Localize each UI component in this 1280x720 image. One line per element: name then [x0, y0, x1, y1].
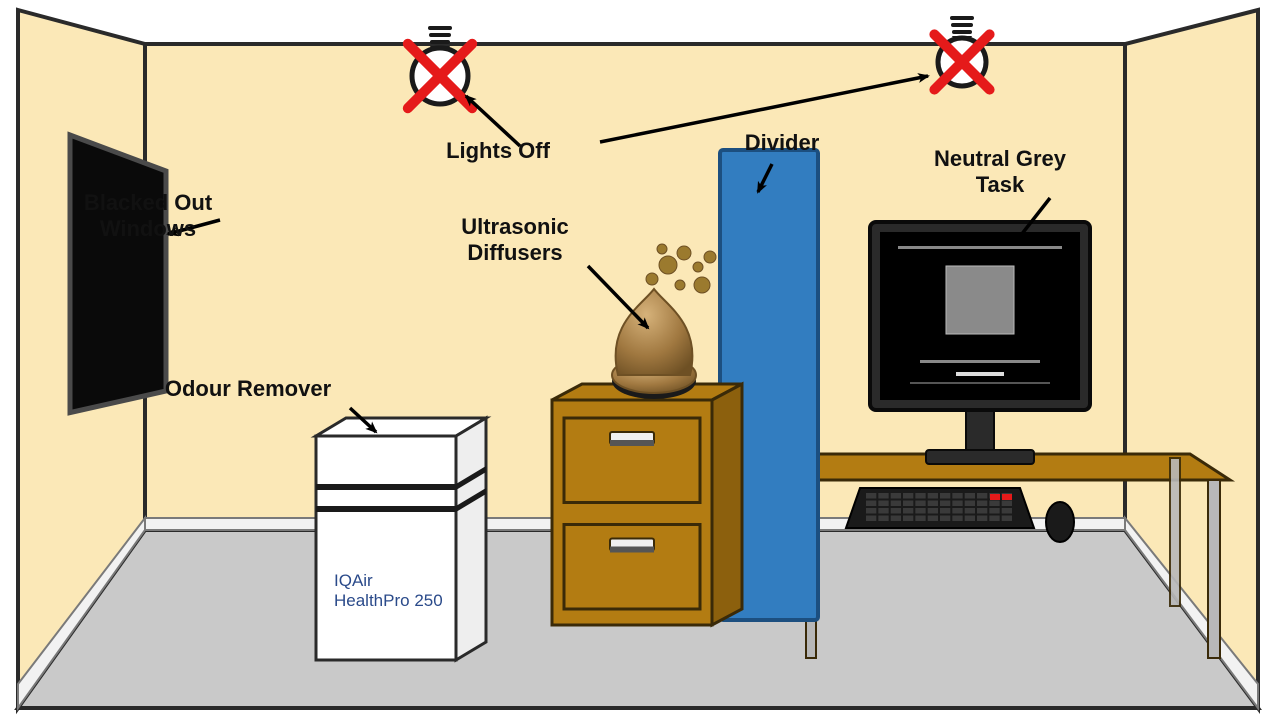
- mouse: [1046, 502, 1074, 542]
- label-lights-off: Lights Off: [446, 138, 550, 164]
- blacked-out-window: [70, 135, 166, 413]
- label-odour-remover: Odour Remover: [165, 376, 331, 402]
- air-purifier: IQAirHealthPro 250: [316, 418, 486, 660]
- label-neutral-grey-task: Neutral Grey Task: [934, 146, 1066, 199]
- label-blacked-out-windows: Blacked Out Windows: [84, 190, 212, 243]
- svg-text:HealthPro 250: HealthPro 250: [334, 591, 443, 610]
- svg-text:IQAir: IQAir: [334, 571, 373, 590]
- diagram-room-setup: IQAirHealthPro 250 Blacked Out Windows L…: [0, 0, 1280, 720]
- keyboard: [846, 488, 1034, 528]
- filing-cabinet: [552, 384, 742, 625]
- label-divider: Divider: [745, 130, 820, 156]
- label-ultrasonic-diffusers: Ultrasonic Diffusers: [461, 214, 569, 267]
